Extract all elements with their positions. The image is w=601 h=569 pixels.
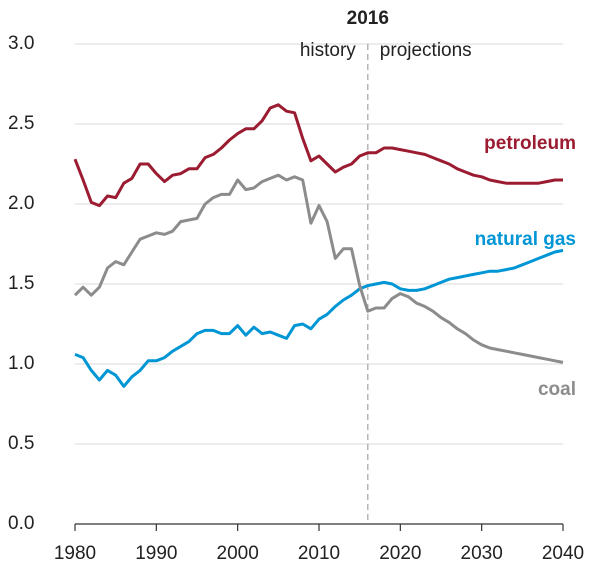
- x-tick-label: 1980: [54, 543, 96, 564]
- series-line: [73, 103, 563, 208]
- x-tick-label: 2010: [298, 543, 340, 564]
- y-tick-label: 1.0: [8, 353, 34, 374]
- series-line: [73, 173, 564, 364]
- series-line: [74, 248, 564, 388]
- projections-label: projections: [380, 40, 472, 61]
- divider-year: 2016: [347, 8, 389, 29]
- series-label: coal: [538, 379, 576, 400]
- series-label: natural gas: [475, 229, 576, 250]
- x-tick-label: 2040: [542, 543, 584, 564]
- x-tick-label: 1990: [135, 543, 177, 564]
- y-tick-label: 2.0: [8, 193, 34, 214]
- y-tick-label: 0.5: [8, 433, 34, 454]
- y-tick-label: 0.0: [8, 513, 34, 534]
- y-tick-label: 1.5: [8, 273, 34, 294]
- series-label: petroleum: [484, 133, 576, 154]
- x-tick-label: 2020: [379, 543, 421, 564]
- y-tick-label: 2.5: [8, 113, 34, 134]
- history-label: history: [300, 40, 356, 61]
- x-tick-label: 2000: [217, 543, 259, 564]
- x-tick-label: 2030: [461, 543, 503, 564]
- y-tick-label: 3.0: [8, 33, 34, 54]
